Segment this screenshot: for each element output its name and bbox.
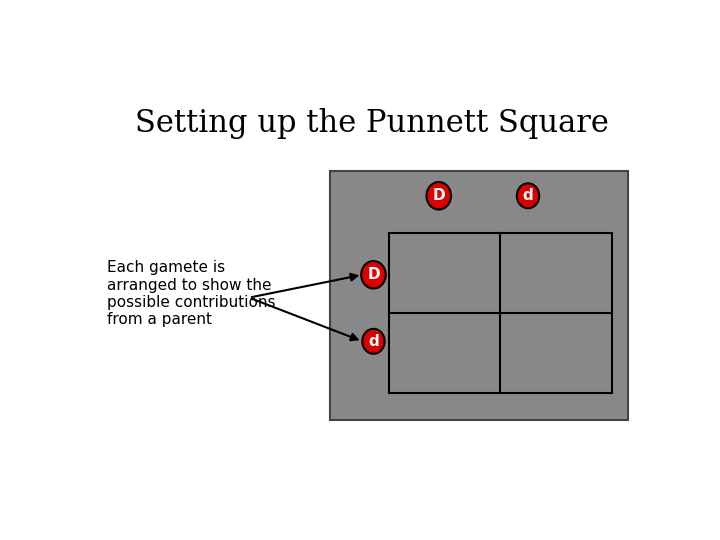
Text: D: D	[367, 267, 379, 282]
Text: d: d	[368, 334, 379, 349]
Text: D: D	[433, 188, 445, 203]
Ellipse shape	[517, 183, 539, 208]
Ellipse shape	[426, 182, 451, 210]
Bar	[389, 233, 612, 393]
Bar	[330, 171, 629, 420]
Ellipse shape	[362, 329, 384, 354]
Text: Setting up the Punnett Square: Setting up the Punnett Square	[135, 109, 608, 139]
Text: Each gamete is
arranged to show the
possible contributions
from a parent: Each gamete is arranged to show the poss…	[107, 260, 275, 327]
Text: d: d	[523, 188, 534, 203]
Ellipse shape	[361, 261, 386, 288]
